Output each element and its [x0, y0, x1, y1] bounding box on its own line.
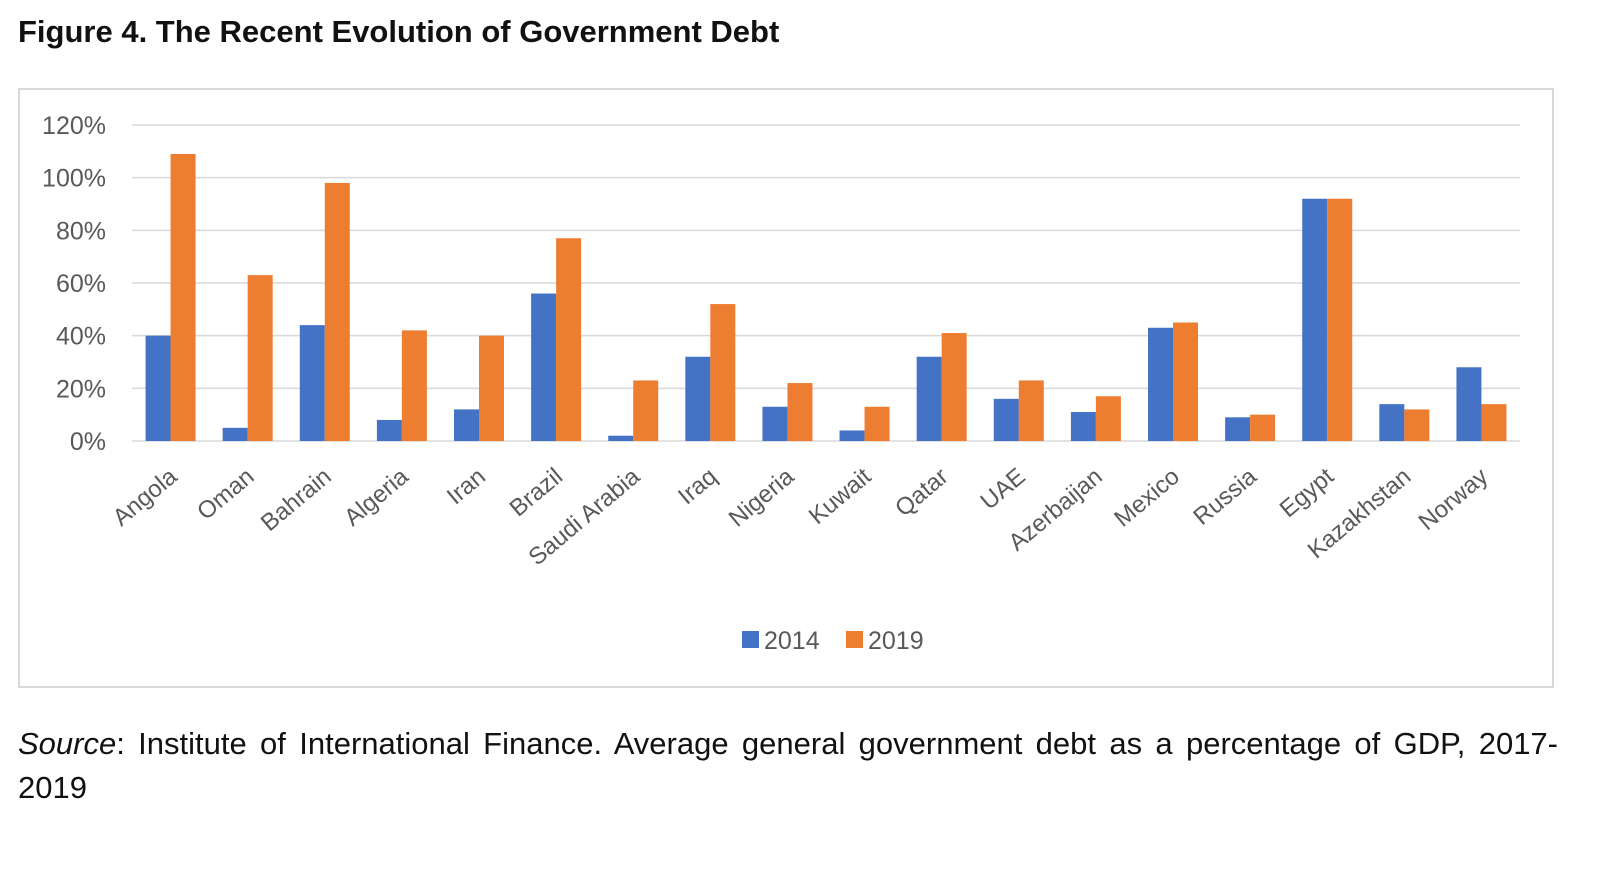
- y-tick-label: 20%: [56, 375, 106, 403]
- bar-2014: [1456, 367, 1482, 441]
- x-tick-label: Angola: [108, 462, 183, 531]
- bar-2019: [864, 406, 890, 441]
- legend-swatch: [846, 631, 863, 648]
- bar-2014: [145, 335, 171, 441]
- x-tick-label: Brazil: [505, 463, 568, 522]
- bar-2019: [787, 383, 813, 441]
- x-tick-label: Oman: [192, 463, 259, 526]
- bar-2014: [376, 419, 402, 441]
- bar-2019: [1327, 198, 1353, 441]
- y-tick-label: 120%: [42, 112, 106, 140]
- bar-2014: [762, 406, 788, 441]
- y-tick-label: 40%: [56, 323, 106, 351]
- chart-frame: 0% 20% 40% 60% 80% 100% 120% Angola Oman Bahrain A…: [18, 88, 1554, 688]
- bar-2014: [1148, 327, 1173, 441]
- x-tick-label: Kuwait: [804, 463, 877, 530]
- source-note: Source: Institute of International Finan…: [18, 722, 1558, 810]
- bar-2019: [1404, 409, 1430, 441]
- bar-2019: [401, 330, 427, 441]
- x-tick-label: Algeria: [339, 463, 414, 532]
- bar-2019: [170, 153, 196, 441]
- bar-2014: [1070, 412, 1096, 441]
- bar-2014: [1379, 404, 1405, 441]
- x-tick-label: Mexico: [1109, 463, 1185, 533]
- source-text: : Institute of International Finance. Av…: [18, 726, 1558, 805]
- x-tick-label: Iran: [442, 463, 491, 510]
- bar-2019: [710, 304, 736, 441]
- bar-2019: [633, 380, 659, 441]
- bar-2019: [1481, 404, 1507, 441]
- bar-2014: [685, 356, 711, 441]
- y-tick-label: 0%: [70, 428, 106, 456]
- y-tick-label: 80%: [56, 217, 106, 245]
- legend-label: 2019: [868, 627, 924, 655]
- bar-2014: [1302, 198, 1328, 441]
- bar-2019: [1173, 322, 1198, 441]
- bar-2014: [993, 398, 1019, 441]
- y-tick-label: 100%: [42, 165, 106, 193]
- legend-swatch: [742, 631, 759, 648]
- bar-2019: [1018, 380, 1044, 441]
- x-tick-label: Egypt: [1275, 463, 1340, 523]
- x-tick-label: Iraq: [673, 463, 722, 510]
- bar-2019: [1250, 414, 1276, 441]
- bar-2019: [941, 333, 967, 441]
- bar-2014: [222, 427, 248, 441]
- x-tick-label: Russia: [1188, 462, 1262, 530]
- x-tick-label: Qatar: [890, 463, 953, 522]
- figure-title: Figure 4. The Recent Evolution of Govern…: [18, 14, 780, 49]
- bar-2019: [556, 238, 582, 441]
- bar-2014: [299, 325, 325, 441]
- legend-label: 2014: [764, 627, 820, 655]
- source-label: Source: [18, 726, 117, 761]
- bar-2019: [479, 335, 504, 441]
- bar-2014: [608, 435, 634, 441]
- bar-2014: [916, 356, 942, 441]
- x-tick-label: Bahrain: [256, 463, 337, 537]
- x-tick-label: UAE: [975, 463, 1030, 515]
- bar-2014: [531, 293, 557, 441]
- bar-2014: [1225, 417, 1251, 441]
- x-tick-label: Nigeria: [724, 462, 800, 532]
- bar-2014: [454, 409, 479, 441]
- y-tick-label: 60%: [56, 270, 106, 298]
- bar-2019: [247, 275, 273, 441]
- bar-2014: [839, 430, 865, 441]
- bar-2019: [324, 182, 350, 441]
- bar-2019: [1095, 396, 1121, 441]
- x-tick-label: Norway: [1414, 463, 1494, 536]
